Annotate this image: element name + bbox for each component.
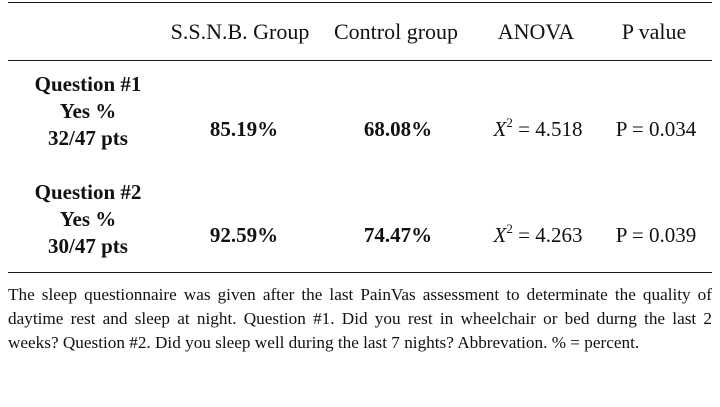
row-label-line: 32/47 pts: [48, 126, 128, 150]
row-label-line: Question #2: [34, 180, 142, 204]
anova-value: = 4.263: [512, 223, 583, 247]
chi-exponent: 2: [506, 221, 513, 236]
chi-exponent: 2: [506, 115, 513, 130]
cell-control-q1: 68.08%: [363, 117, 433, 141]
row-label-question-1: Question #1 Yes % 32/47 pts: [8, 71, 168, 152]
row-label-line: Question #1: [34, 72, 142, 96]
cell-control-q2: 74.47%: [363, 223, 433, 247]
chi-square-symbol: X2: [493, 115, 513, 141]
cell-anova-q2: X2 = 4.263: [472, 222, 604, 248]
chi-letter: X: [493, 223, 507, 247]
table-header-rule: [8, 60, 712, 61]
cell-p-value-q2: P = 0.039: [615, 223, 697, 247]
header-ssnb-group: S.S.N.B. Group: [170, 19, 310, 44]
row-label-line: Yes %: [59, 207, 117, 231]
cell-ssnb-q2: 92.59%: [209, 223, 279, 247]
row-label-line: Yes %: [59, 99, 117, 123]
cell-p-value-q1: P = 0.034: [615, 117, 697, 141]
table-top-rule: [8, 2, 712, 3]
cell-ssnb-q1: 85.19%: [209, 117, 279, 141]
results-table: S.S.N.B. Group Control group ANOVA P val…: [8, 2, 712, 398]
row-label-line: 30/47 pts: [48, 234, 128, 258]
header-anova: ANOVA: [497, 19, 575, 44]
table-footnote: The sleep questionnaire was given after …: [8, 285, 712, 352]
header-p-value: P value: [621, 19, 687, 44]
chi-letter: X: [493, 117, 507, 141]
header-control-group: Control group: [333, 19, 459, 44]
cell-anova-q1: X2 = 4.518: [472, 116, 604, 142]
anova-value: = 4.518: [512, 117, 583, 141]
chi-square-symbol: X2: [493, 221, 513, 247]
row-label-question-2: Question #2 Yes % 30/47 pts: [8, 179, 168, 260]
table-bottom-rule: [8, 272, 712, 273]
